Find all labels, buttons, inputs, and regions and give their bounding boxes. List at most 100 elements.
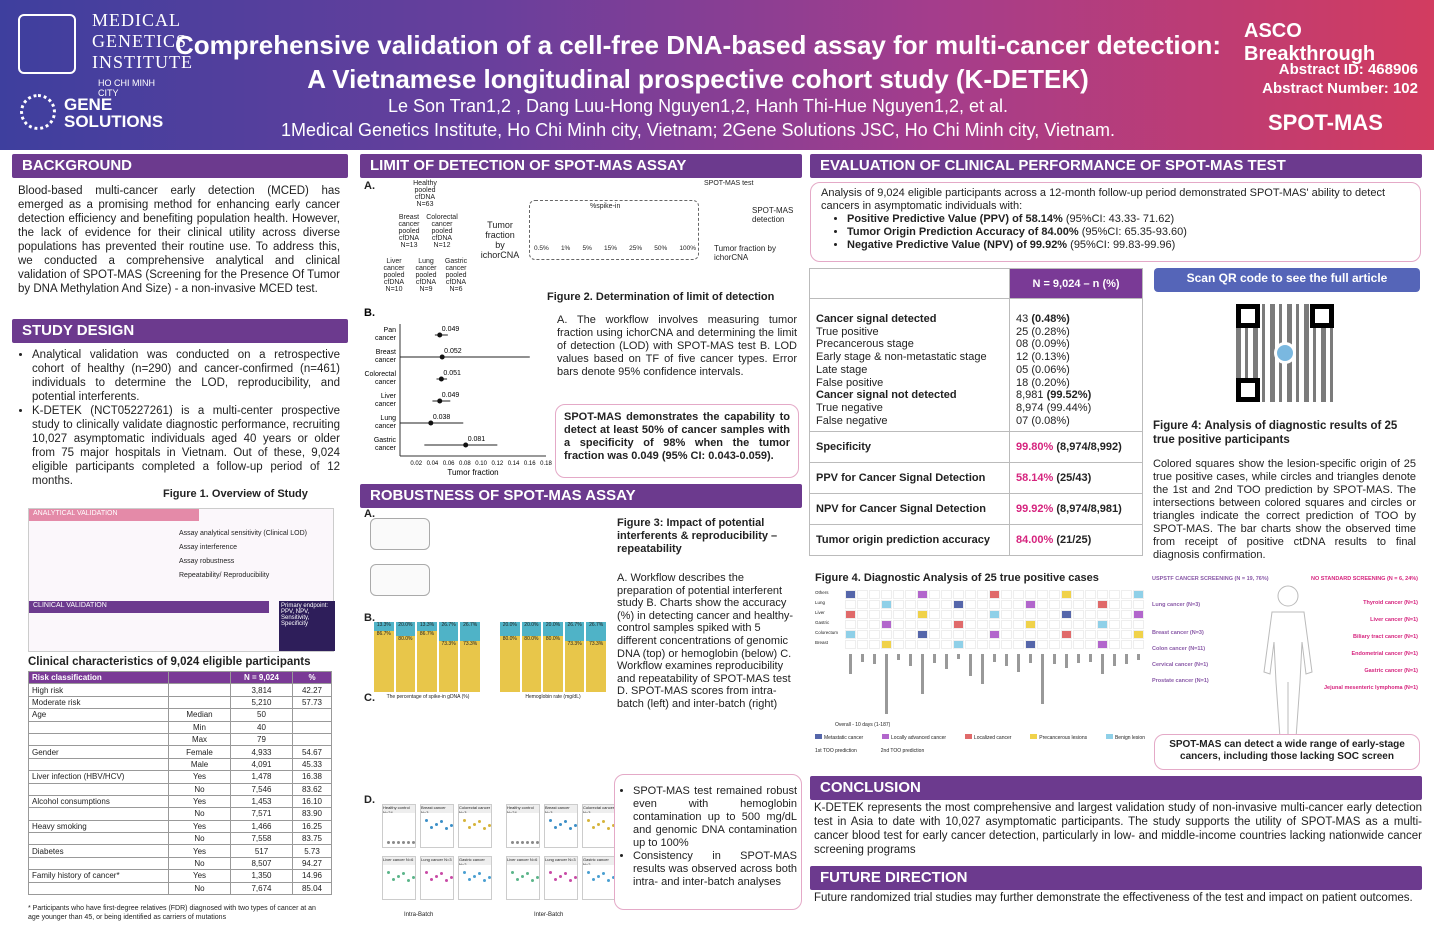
heat-cell <box>869 620 880 629</box>
metric-bold: Negative Predictive Value (NPV) of 99.92… <box>847 239 1068 251</box>
table-cell: 7,674 <box>230 881 293 896</box>
heat-cell <box>905 610 916 619</box>
table-cell: Alcohol consumptions <box>28 794 169 809</box>
count-label: Early stage & non-metastatic stage <box>816 351 987 364</box>
data-point <box>437 332 443 338</box>
score-point <box>407 879 410 882</box>
tick-label: 0.16 <box>524 461 536 467</box>
legend-label: 2nd TOO prediction <box>880 748 925 754</box>
batch-panel: Breast cancer N=3 <box>544 804 578 848</box>
batch-group-label: Liver cancer N=6 <box>507 857 539 865</box>
table-row: Heavy smoking Yes 1,466 16.25 <box>28 819 332 834</box>
table-cell: Min <box>168 720 231 734</box>
score-point <box>597 823 600 826</box>
count-pct: (0.13%) <box>1031 351 1070 364</box>
table-cell: 50 <box>230 708 293 722</box>
time-bar <box>1089 654 1092 662</box>
stacked-bar: 20.0% 80.0% <box>500 622 520 692</box>
category-label: Breast <box>376 349 396 356</box>
future-text: Future randomized trial studies may furt… <box>814 892 1413 904</box>
bar-segment-correct: 86.7% <box>417 631 437 692</box>
batch-panel: Healthy control N=24 <box>382 804 416 848</box>
count-n: 18 <box>1016 376 1029 389</box>
list-item: K-DETEK (NCT05227261) is a multi-center … <box>32 404 340 488</box>
heat-cell <box>845 610 856 619</box>
bar-segment-correct: 80.0% <box>543 636 563 692</box>
score-point <box>463 871 466 874</box>
score-point <box>526 841 529 844</box>
heat-cell <box>857 610 868 619</box>
section-heading-conclusion: CONCLUSION <box>810 776 1422 800</box>
count-n: 05 <box>1016 363 1029 376</box>
heat-cell <box>989 630 1000 639</box>
score-point <box>559 823 562 826</box>
table-row: Alcohol consumptions Yes 1,453 16.10 <box>28 794 332 809</box>
heat-cell <box>845 630 856 639</box>
score-point <box>574 824 577 827</box>
spike-level: 5% <box>582 245 592 252</box>
body-label: Jejunal mesenteric lymphoma (N=1) <box>1324 685 1418 691</box>
score-point <box>536 876 539 879</box>
count-label: True positive <box>816 325 879 338</box>
table-row: NPV for Cancer Signal Detection 99.92% (8… <box>809 493 1143 526</box>
row-label: Colorectum <box>815 630 839 635</box>
heat-cell <box>1001 610 1012 619</box>
heat-cell <box>881 620 892 629</box>
legend-label: Benign lesion <box>1114 735 1145 741</box>
heat-cell <box>989 620 1000 629</box>
batch-panel: Liver cancer N=6 <box>506 856 540 900</box>
table-cell: Max <box>168 732 231 747</box>
qr-banner: Scan QR code to see the full article <box>1154 268 1420 292</box>
metric-label: PPV for Cancer Signal Detection <box>809 462 1010 495</box>
heat-cell <box>941 590 952 599</box>
clinical-characteristics-table: Risk classification N = 9,024 % High ris… <box>28 670 332 896</box>
heat-cell <box>893 590 904 599</box>
table-cell: 83.75 <box>292 832 332 846</box>
x-axis-label: Tumor fraction <box>447 468 498 476</box>
heat-cell <box>869 590 880 599</box>
body-label: Colon cancer (N=11) <box>1152 646 1206 652</box>
count-n: 43 <box>1016 313 1029 325</box>
batch-group-label: Breast cancer N=3 <box>545 805 577 813</box>
batch-group-label: Gastric cancer N=2 <box>459 857 491 865</box>
body-label: Endometrial cancer (N=1) <box>1351 651 1418 657</box>
figure-4-caption: Figure 4. Diagnostic Analysis of 25 true… <box>815 572 1099 584</box>
heat-cell <box>893 620 904 629</box>
heat-cell <box>953 630 964 639</box>
fig1-item: Assay robustness <box>179 558 235 565</box>
count-value: 8,974 (99.44%) <box>1016 402 1136 415</box>
score-point <box>564 872 567 875</box>
clinical-table-title: Clinical characteristics of 9,024 eligib… <box>28 656 311 668</box>
heat-cell <box>857 640 868 649</box>
category-label: Pan <box>384 327 397 334</box>
metric-ratio: (8,974/8,992) <box>1056 441 1122 454</box>
panel-label: A. <box>364 508 375 520</box>
legend-item: Precancerous lesions <box>1030 734 1087 741</box>
count-label: Cancer signal not detected <box>816 389 957 402</box>
score-point <box>387 871 390 874</box>
axis-label: Hemoglobin rate (mg/dL) <box>525 694 581 700</box>
heat-cell <box>869 640 880 649</box>
score-point <box>569 879 572 882</box>
score-point <box>440 820 443 823</box>
heat-cell <box>1109 620 1120 629</box>
bar-label: 73.3% <box>567 640 582 647</box>
score-point <box>450 876 453 879</box>
heat-cell <box>989 590 1000 599</box>
bar-label: 20.0% <box>502 622 517 628</box>
metric-bold: Positive Predictive Value (PPV) of 58.14… <box>847 213 1063 225</box>
category-label: cancer <box>375 335 397 342</box>
batch-panel: Lung cancer N=3 <box>544 856 578 900</box>
axis-label: Intra-Batch <box>404 912 434 918</box>
heat-cell <box>1085 610 1096 619</box>
bar-label: 13.3% <box>419 622 435 628</box>
tick-label: 0.08 <box>459 461 471 467</box>
column-header: Risk classification <box>28 670 169 685</box>
table-cell: 3,814 <box>230 683 293 697</box>
heat-cell <box>845 600 856 609</box>
heat-cell <box>941 600 952 609</box>
score-point <box>511 871 514 874</box>
overall-label: Overall - 10 days (1-187) <box>835 722 891 728</box>
column-header: % <box>292 670 332 685</box>
heat-cell <box>1061 590 1072 599</box>
